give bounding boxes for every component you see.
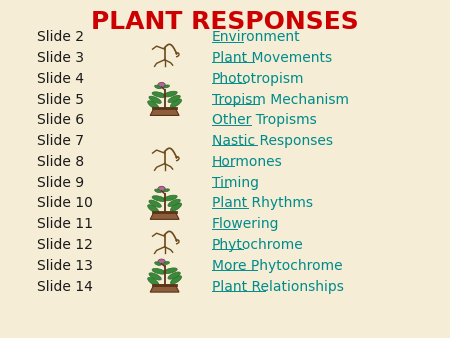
Ellipse shape [168, 199, 180, 207]
Text: Plant Rhythms: Plant Rhythms [212, 196, 313, 211]
Text: Tropism Mechanism: Tropism Mechanism [212, 93, 349, 106]
Text: Slide 9: Slide 9 [37, 176, 84, 190]
Text: Slide 2: Slide 2 [37, 30, 84, 44]
Ellipse shape [152, 268, 166, 274]
Ellipse shape [164, 262, 170, 264]
Text: Hormones: Hormones [212, 155, 282, 169]
Text: Slide 10: Slide 10 [37, 196, 93, 211]
Text: Plant Movements: Plant Movements [212, 51, 332, 65]
Ellipse shape [152, 92, 166, 97]
Ellipse shape [171, 99, 181, 107]
Text: Slide 14: Slide 14 [37, 280, 93, 294]
Ellipse shape [152, 196, 166, 201]
Ellipse shape [155, 262, 161, 265]
Ellipse shape [168, 95, 180, 102]
Text: Plant Relationships: Plant Relationships [212, 280, 343, 294]
Text: Slide 13: Slide 13 [37, 259, 93, 273]
Circle shape [158, 82, 166, 88]
Circle shape [158, 186, 166, 192]
Polygon shape [150, 108, 179, 116]
Text: Timing: Timing [212, 176, 259, 190]
Ellipse shape [168, 272, 180, 279]
Text: Flowering: Flowering [212, 217, 279, 231]
Text: More Phytochrome: More Phytochrome [212, 259, 342, 273]
Text: Phototropism: Phototropism [212, 72, 304, 86]
Ellipse shape [155, 85, 161, 89]
Ellipse shape [171, 276, 181, 284]
Text: Phytochrome: Phytochrome [212, 238, 303, 252]
Ellipse shape [149, 96, 161, 103]
Text: Slide 5: Slide 5 [37, 93, 84, 106]
Ellipse shape [171, 203, 181, 211]
Polygon shape [150, 212, 179, 219]
Text: Slide 6: Slide 6 [37, 113, 84, 127]
Ellipse shape [149, 200, 161, 207]
Ellipse shape [149, 273, 161, 280]
Ellipse shape [163, 268, 177, 273]
Ellipse shape [155, 189, 161, 193]
Text: PLANT RESPONSES: PLANT RESPONSES [91, 10, 359, 34]
Text: Slide 11: Slide 11 [37, 217, 93, 231]
Ellipse shape [148, 277, 159, 286]
Text: Slide 4: Slide 4 [37, 72, 84, 86]
Polygon shape [150, 285, 179, 292]
Ellipse shape [148, 205, 159, 213]
Text: Environment: Environment [212, 30, 300, 44]
Text: Slide 3: Slide 3 [37, 51, 84, 65]
Ellipse shape [148, 101, 159, 109]
Ellipse shape [164, 189, 170, 192]
Text: Nastic Responses: Nastic Responses [212, 134, 333, 148]
Ellipse shape [163, 195, 177, 201]
Circle shape [158, 259, 166, 265]
Text: Slide 12: Slide 12 [37, 238, 93, 252]
Text: Other Tropisms: Other Tropisms [212, 113, 316, 127]
Ellipse shape [164, 85, 170, 88]
Ellipse shape [163, 91, 177, 97]
Text: Slide 7: Slide 7 [37, 134, 84, 148]
Text: Slide 8: Slide 8 [37, 155, 84, 169]
